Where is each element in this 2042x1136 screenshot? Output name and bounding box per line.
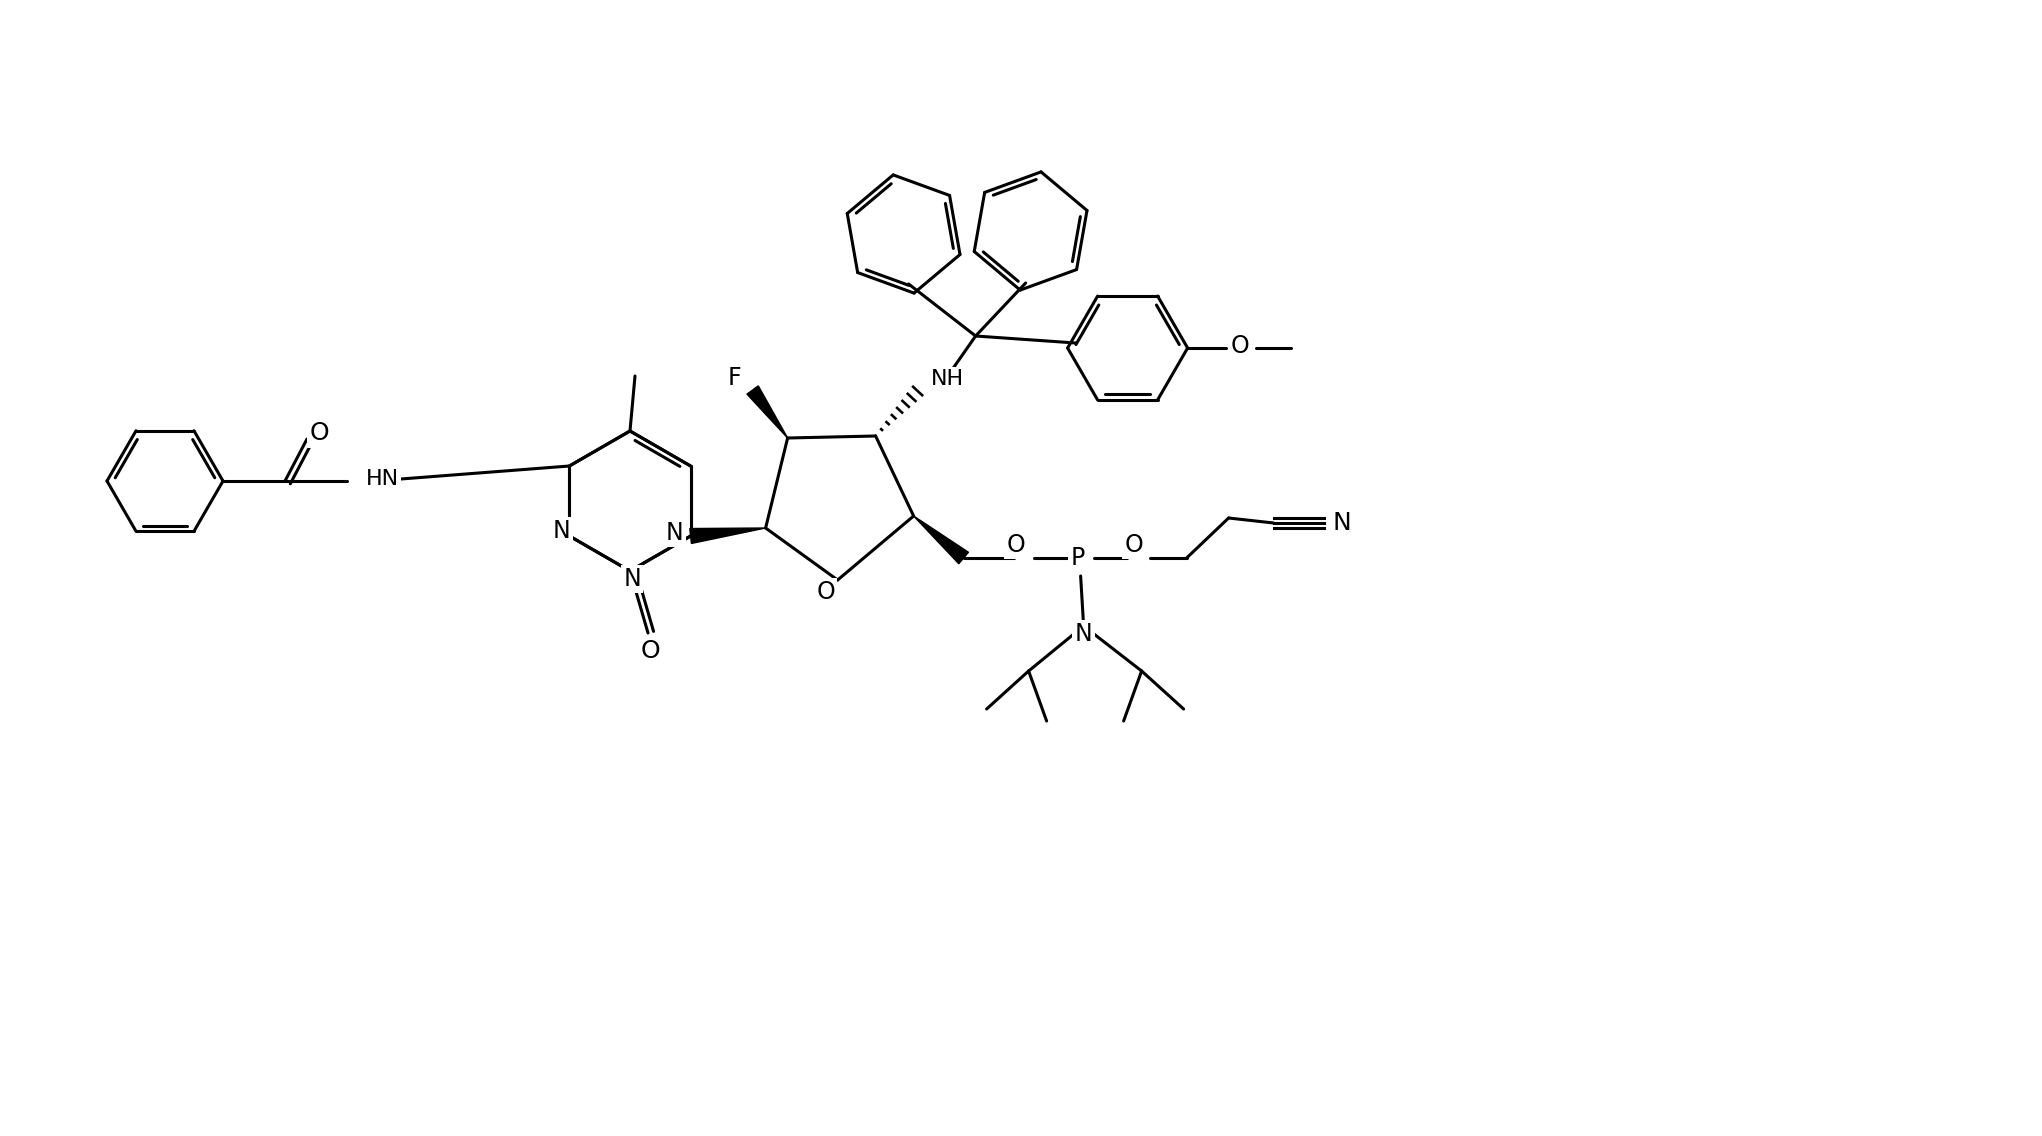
- Text: F: F: [727, 366, 741, 390]
- Text: NH: NH: [931, 369, 964, 389]
- Text: N: N: [1331, 511, 1352, 535]
- Text: N: N: [553, 519, 570, 543]
- Text: O: O: [817, 580, 835, 604]
- Polygon shape: [690, 528, 766, 543]
- Text: O: O: [641, 640, 660, 663]
- Text: O: O: [1229, 334, 1250, 358]
- Text: N: N: [666, 521, 684, 545]
- Polygon shape: [913, 516, 968, 563]
- Text: N: N: [623, 567, 641, 591]
- Text: HN: HN: [366, 469, 398, 488]
- Text: O: O: [1125, 533, 1144, 557]
- Text: P: P: [1070, 546, 1084, 570]
- Text: O: O: [308, 421, 329, 445]
- Text: O: O: [1007, 533, 1025, 557]
- Text: N: N: [1074, 623, 1092, 646]
- Polygon shape: [747, 386, 788, 438]
